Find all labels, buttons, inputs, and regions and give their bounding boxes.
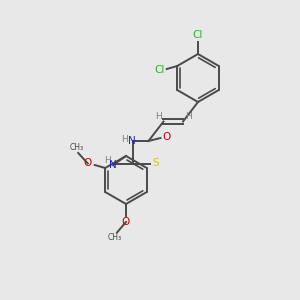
Text: H: H [155,112,161,121]
Text: CH₃: CH₃ [70,143,84,152]
Text: H: H [185,112,192,121]
Text: CH₃: CH₃ [107,233,122,242]
Text: H: H [121,135,128,144]
Text: N: N [128,136,136,146]
Text: O: O [122,217,130,227]
Text: O: O [162,132,171,142]
Text: S: S [153,158,159,169]
Text: H: H [105,156,111,165]
Text: N: N [109,160,117,170]
Text: O: O [84,158,92,169]
Text: Cl: Cl [154,64,165,75]
Text: Cl: Cl [193,30,203,40]
